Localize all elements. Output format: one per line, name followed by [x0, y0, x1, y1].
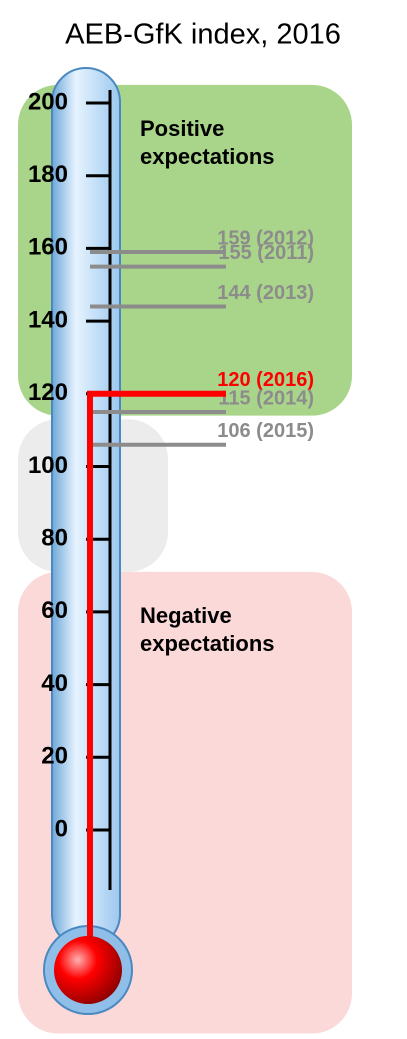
y-tick-label: 200 [28, 88, 68, 115]
y-tick-label: 80 [41, 525, 68, 552]
value-label: 144 (2013) [217, 282, 314, 304]
y-tick-label: 160 [28, 234, 68, 261]
y-tick-label: 40 [41, 670, 68, 697]
y-tick-label: 60 [41, 597, 68, 624]
bulb [54, 936, 122, 1004]
value-label: 106 (2015) [217, 420, 314, 442]
y-tick-label: 0 [55, 815, 68, 842]
y-tick-label: 140 [28, 306, 68, 333]
chart-title: AEB-GfK index, 2016 [65, 19, 341, 51]
y-tick-label: 120 [28, 379, 68, 406]
y-tick-label: 100 [28, 452, 68, 479]
y-tick-label: 20 [41, 743, 68, 770]
value-label: 115 (2014) [218, 387, 314, 409]
value-label: 155 (2011) [218, 242, 314, 264]
zone-label: Negative expectations [140, 602, 325, 658]
zone-label: Positive expectations [140, 115, 325, 171]
y-tick-label: 180 [28, 161, 68, 188]
chart: AEB-GfK index, 2016 0 20 40 60 80 100 120 140 16… [0, 0, 407, 1039]
